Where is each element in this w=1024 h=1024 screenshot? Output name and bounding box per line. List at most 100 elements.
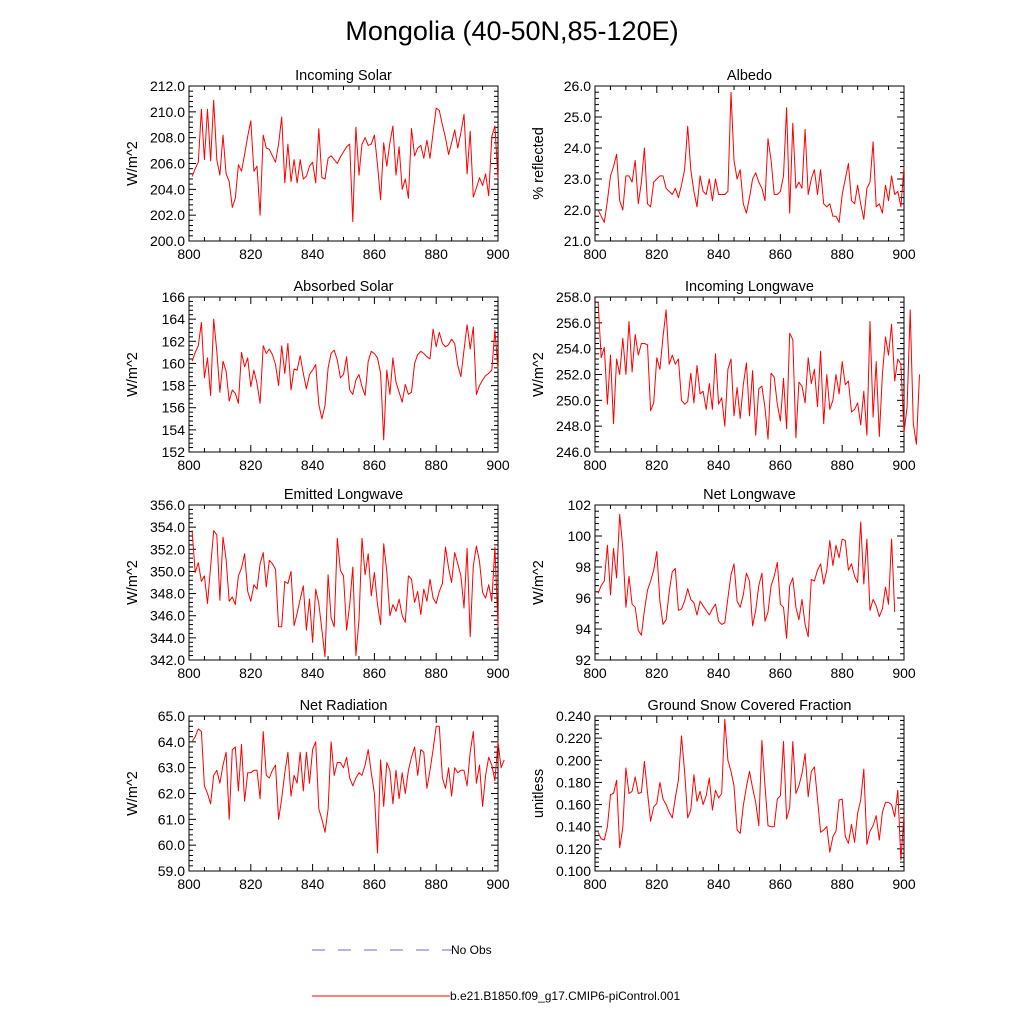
x-tick-label: 900 <box>892 246 916 262</box>
x-tick-label: 900 <box>892 876 916 892</box>
plot-frame-ground-snow-covered-fraction <box>594 715 905 872</box>
series-line-albedo <box>597 91 905 223</box>
y-tick-label: 162 <box>162 333 186 349</box>
x-tick-label: 860 <box>769 665 793 681</box>
x-tick-label: 800 <box>177 246 201 262</box>
x-tick-label: 880 <box>425 876 449 892</box>
panel-net-radiation: Net Radiation W/m^2 800 820 840 860 880 900 59.0… <box>125 698 510 892</box>
x-tick-label: 900 <box>486 876 510 892</box>
x-tick-label: 820 <box>239 665 263 681</box>
y-tick-label: 356.0 <box>150 497 185 513</box>
x-tick-label: 860 <box>363 665 387 681</box>
y-tick-label: 102 <box>568 497 592 513</box>
y-tick-label: 204.0 <box>150 181 185 197</box>
y-tick-label: 0.160 <box>556 797 591 813</box>
y-tick-label: 164 <box>162 311 186 327</box>
x-tick-label: 820 <box>645 246 669 262</box>
y-tick-label: 256.0 <box>556 315 591 331</box>
y-tick-label: 23.0 <box>564 171 591 187</box>
panel-ground-snow-covered-fraction: Ground Snow Covered Fraction unitless 800 8… <box>531 698 916 892</box>
series-line-incoming-solar <box>191 99 499 223</box>
y-tick-label: 354.0 <box>150 519 185 535</box>
series-line-ground-snow-covered-fraction <box>597 718 905 861</box>
ylabel-emitted-longwave: W/m^2 <box>125 560 141 605</box>
y-tick-label: 206.0 <box>150 156 185 172</box>
y-tick-label: 0.220 <box>556 730 591 746</box>
y-tick-label: 154 <box>162 422 186 438</box>
y-tick-label: 0.240 <box>556 708 591 724</box>
x-tick-label: 860 <box>769 876 793 892</box>
y-tick-label: 344.0 <box>150 630 185 646</box>
x-tick-label: 840 <box>707 876 731 892</box>
ylabel-absorbed-solar: W/m^2 <box>125 352 141 397</box>
series-line-net-radiation <box>191 725 505 854</box>
y-tick-label: 0.180 <box>556 774 591 790</box>
x-tick-label: 860 <box>363 246 387 262</box>
y-tick-label: 152 <box>162 444 186 460</box>
y-tick-label: 22.0 <box>564 202 591 218</box>
y-tick-label: 248.0 <box>556 418 591 434</box>
x-tick-label: 820 <box>645 876 669 892</box>
x-tick-label: 900 <box>486 246 510 262</box>
x-tick-label: 860 <box>363 876 387 892</box>
panel-albedo: Albedo % reflected 800 820 840 860 880 900 21.0 2… <box>531 68 916 262</box>
panel-title-net-radiation: Net Radiation <box>300 698 388 714</box>
x-tick-label: 880 <box>425 457 449 473</box>
ylabel-incoming-solar: W/m^2 <box>125 141 141 186</box>
y-tick-label: 200.0 <box>150 233 185 249</box>
y-tick-label: 92 <box>575 652 591 668</box>
panel-absorbed-solar: Absorbed Solar W/m^2 800 820 840 860 880 900 152… <box>125 279 510 473</box>
x-tick-label: 800 <box>583 457 607 473</box>
x-tick-label: 840 <box>707 665 731 681</box>
x-tick-label: 800 <box>583 246 607 262</box>
x-tick-label: 880 <box>831 246 855 262</box>
y-tick-label: 94 <box>575 621 591 637</box>
y-tick-label: 26.0 <box>564 78 591 94</box>
x-tick-label: 800 <box>177 876 201 892</box>
legend-no-obs-label: No Obs <box>451 943 492 957</box>
panel-title-ground-snow-covered-fraction: Ground Snow Covered Fraction <box>648 698 852 714</box>
y-tick-label: 342.0 <box>150 652 185 668</box>
x-tick-label: 800 <box>583 876 607 892</box>
x-tick-label: 860 <box>363 457 387 473</box>
x-tick-label: 840 <box>301 665 325 681</box>
x-tick-label: 840 <box>301 876 325 892</box>
panel-title-emitted-longwave: Emitted Longwave <box>284 487 403 503</box>
y-tick-label: 0.200 <box>556 752 591 768</box>
x-tick-label: 800 <box>177 457 201 473</box>
panel-incoming-longwave: Incoming Longwave W/m^2 800 820 840 860 880 900… <box>531 279 920 473</box>
y-tick-label: 59.0 <box>158 863 185 879</box>
plot-frame-albedo <box>594 85 905 242</box>
panel-title-absorbed-solar: Absorbed Solar <box>294 279 394 295</box>
y-tick-label: 352.0 <box>150 541 185 557</box>
y-tick-label: 0.120 <box>556 841 591 857</box>
y-tick-label: 60.0 <box>158 837 185 853</box>
ylabel-net-radiation: W/m^2 <box>125 771 141 816</box>
x-tick-label: 840 <box>301 457 325 473</box>
y-tick-label: 250.0 <box>556 392 591 408</box>
x-tick-label: 820 <box>239 246 263 262</box>
x-tick-label: 820 <box>239 876 263 892</box>
x-tick-label: 900 <box>892 457 916 473</box>
x-tick-label: 820 <box>239 457 263 473</box>
series-line-net-longwave <box>597 513 896 639</box>
y-tick-label: 202.0 <box>150 207 185 223</box>
y-tick-label: 212.0 <box>150 78 185 94</box>
y-tick-label: 350.0 <box>150 563 185 579</box>
series-line-emitted-longwave <box>191 530 499 658</box>
x-tick-label: 820 <box>645 457 669 473</box>
x-tick-label: 880 <box>425 665 449 681</box>
figure-title: Mongolia (40-50N,85-120E) <box>345 16 678 46</box>
x-tick-label: 840 <box>707 246 731 262</box>
y-tick-label: 246.0 <box>556 444 591 460</box>
x-tick-label: 900 <box>892 665 916 681</box>
y-tick-label: 208.0 <box>150 130 185 146</box>
plot-frame-incoming-solar <box>188 85 499 242</box>
y-tick-label: 346.0 <box>150 608 185 624</box>
y-tick-label: 0.140 <box>556 819 591 835</box>
ylabel-incoming-longwave: W/m^2 <box>531 352 547 397</box>
y-tick-label: 63.0 <box>158 760 185 776</box>
series-line-incoming-longwave <box>597 302 920 445</box>
panel-net-longwave: Net Longwave W/m^2 800 820 840 860 880 900 92 94 9… <box>531 487 916 681</box>
